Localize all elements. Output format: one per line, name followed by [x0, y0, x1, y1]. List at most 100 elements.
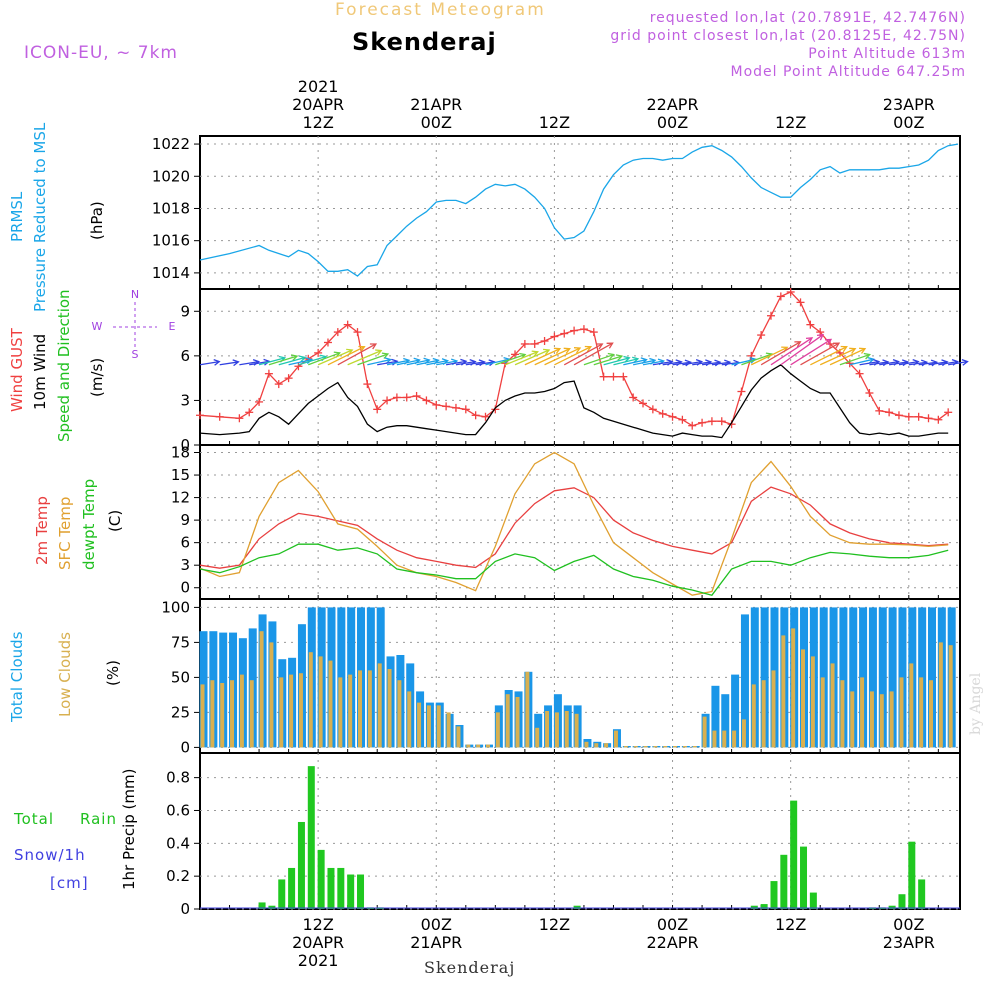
wind-arrowhead	[488, 359, 496, 367]
wind-arrow	[544, 347, 581, 366]
low-cloud-bar	[810, 656, 815, 748]
low-cloud-bar	[879, 694, 884, 748]
wind-arrowhead	[805, 337, 814, 344]
low-cloud-bar	[761, 680, 766, 748]
bottom-hour-label: 12Z	[539, 915, 570, 934]
wind-arrowhead	[623, 355, 631, 363]
wind-arrow	[889, 361, 908, 366]
wind-arrowhead	[824, 338, 833, 346]
total-cloud-bar	[721, 694, 730, 748]
bottom-date-label: 21APR	[410, 933, 462, 952]
precip-bar	[908, 841, 916, 909]
pressure-ytick-label: 1020	[152, 167, 190, 185]
pressure-ytick-label: 1016	[152, 232, 190, 250]
wind-arrowhead	[794, 341, 802, 348]
wind-arrow	[918, 361, 937, 366]
low-cloud-bar	[771, 670, 776, 748]
total-cloud-bar	[740, 614, 749, 748]
wind-arrowhead	[553, 347, 562, 354]
wind-arrow	[938, 361, 958, 366]
wind-ytick-label: 3	[180, 391, 190, 409]
low-cloud-bar	[554, 712, 559, 748]
low-cloud-bar	[594, 743, 599, 748]
low-cloud-bar	[387, 669, 392, 748]
wind-arrow	[337, 343, 377, 366]
wind-arrowhead	[358, 345, 366, 353]
bottom-hour-label: 00Z	[657, 915, 688, 934]
clouds-ytick-label: 0	[180, 738, 190, 756]
temp-ytick-label: 12	[171, 489, 190, 507]
low-cloud-bar	[889, 691, 894, 748]
wind-arrow	[249, 360, 270, 366]
wind-arrow	[869, 361, 889, 366]
wind-arrow	[682, 361, 702, 366]
wind-arrowhead	[543, 348, 551, 356]
wind-arrow	[948, 361, 968, 366]
low-cloud-bar	[869, 691, 874, 748]
top-hour-label: 00Z	[657, 113, 688, 132]
wind-arrowhead	[573, 347, 582, 354]
wind-arrow	[790, 338, 832, 366]
low-cloud-bar	[230, 680, 235, 748]
temp-ytick-label: 0	[180, 579, 190, 597]
low-cloud-bar	[928, 680, 933, 748]
precip-bar	[888, 905, 896, 909]
low-cloud-bar	[318, 656, 323, 748]
precip-bar	[790, 800, 798, 909]
precip-bar	[307, 766, 315, 909]
wind-arrow	[642, 360, 664, 366]
wind-ytick-label: 0	[180, 436, 190, 454]
wind-arrow	[455, 361, 476, 366]
low-cloud-bar	[584, 741, 589, 748]
low-cloud-bar	[564, 711, 569, 748]
wind-arrow	[308, 352, 340, 366]
top-date-label: 20APR	[292, 95, 344, 114]
wind-arrow	[426, 360, 448, 366]
wind-frame	[199, 288, 961, 446]
precip-ytick-label: 0.6	[166, 801, 190, 819]
snow-label: Snow/1h	[14, 846, 86, 864]
wind-arrow	[633, 359, 656, 366]
wind-arrow	[898, 361, 919, 366]
low-cloud-bar	[850, 691, 855, 748]
top-hour-label: 00Z	[893, 113, 924, 132]
total-cloud-bar	[868, 607, 877, 748]
wind-arrowhead	[615, 354, 624, 361]
top-hour-label: 12Z	[539, 113, 570, 132]
wind-arrowhead	[596, 343, 604, 350]
low-cloud-bar	[220, 683, 225, 748]
low-cloud-bar	[485, 744, 490, 748]
precip-bar	[297, 821, 305, 909]
low-cloud-bar	[948, 645, 953, 748]
wind-arrow	[731, 358, 756, 366]
footer-place: Skenderaj	[424, 958, 516, 977]
low-cloud-bar	[574, 713, 579, 748]
wind-arrowhead	[961, 358, 969, 366]
wind-arrow	[613, 358, 639, 366]
low-cloud-bar	[643, 746, 648, 748]
wind-arrowhead	[632, 356, 640, 364]
pressure-ytick-label: 1018	[152, 199, 190, 217]
wind-ytick-label: 6	[180, 347, 190, 365]
low-cloud-bar	[791, 628, 796, 748]
low-cloud-bar	[663, 746, 668, 748]
wind-arrowhead	[859, 347, 867, 354]
low-cloud-bar	[466, 744, 471, 748]
wind-arrow	[672, 361, 691, 366]
low-cloud-bar	[269, 642, 274, 748]
precip-bar	[327, 867, 335, 909]
precip-bar	[337, 867, 345, 909]
wind-arrow	[819, 348, 856, 366]
wind-arrow	[751, 346, 788, 366]
low-cloud-bar	[495, 712, 500, 748]
top-year-label: 2021	[298, 77, 339, 96]
wind-arrow	[780, 334, 824, 366]
wind-arrow	[849, 358, 874, 366]
temp-frame	[199, 444, 961, 600]
wind-arrow	[721, 361, 740, 366]
precip-bar	[278, 879, 286, 909]
wind-arrow	[199, 361, 220, 366]
low-cloud-bar	[515, 697, 520, 748]
compass-e: E	[169, 320, 176, 333]
